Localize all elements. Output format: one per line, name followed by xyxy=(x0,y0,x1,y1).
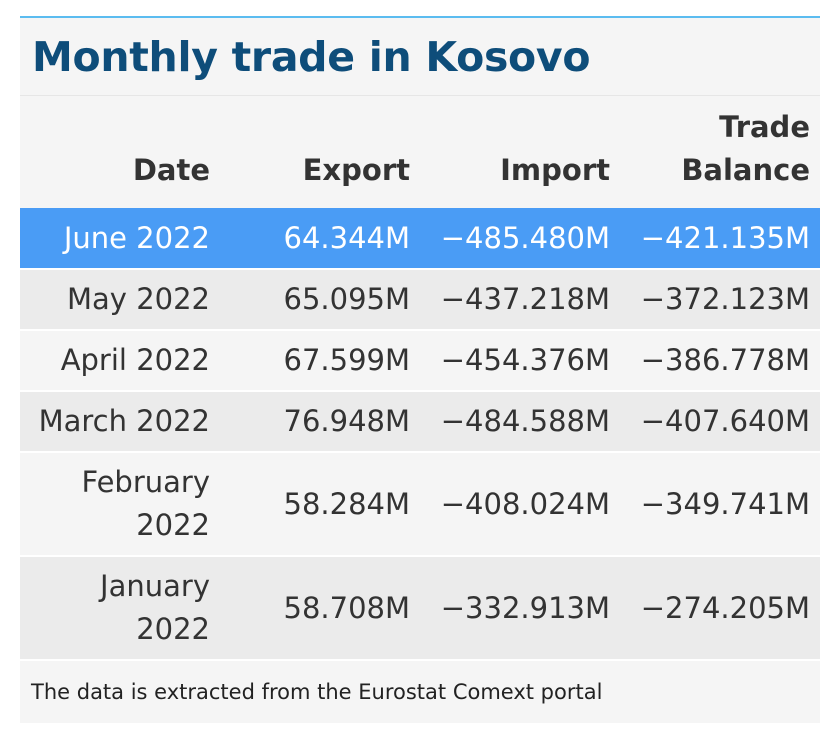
trade-balance-header-line2: Balance xyxy=(681,153,810,187)
trade-table: Date Export Import Trade Balance June 202… xyxy=(20,96,820,661)
cell-trade-balance: −386.778M xyxy=(620,330,820,392)
source-note: The data is extracted from the Eurostat … xyxy=(20,661,820,723)
cell-import: −408.024M xyxy=(420,452,620,557)
trade-balance-header-line1: Trade xyxy=(719,110,810,144)
cell-export: 64.344M xyxy=(220,208,420,270)
cell-trade-balance: −407.640M xyxy=(620,391,820,453)
cell-date: January 2022 xyxy=(20,556,220,661)
table-row[interactable]: June 2022 64.344M −485.480M −421.135M xyxy=(20,208,820,270)
cell-import: −454.376M xyxy=(420,330,620,392)
cell-trade-balance: −274.205M xyxy=(620,556,820,661)
cell-date: May 2022 xyxy=(20,269,220,331)
table-row[interactable]: April 2022 67.599M −454.376M −386.778M xyxy=(20,330,820,392)
cell-export: 65.095M xyxy=(220,269,420,331)
trade-table-card: Monthly trade in Kosovo Date Export Impo… xyxy=(20,16,820,723)
cell-export: 58.284M xyxy=(220,452,420,557)
cell-date: June 2022 xyxy=(20,208,220,270)
cell-trade-balance: −349.741M xyxy=(620,452,820,557)
table-row[interactable]: January 2022 58.708M −332.913M −274.205M xyxy=(20,556,820,661)
column-header-date[interactable]: Date xyxy=(20,96,220,208)
table-row[interactable]: February 2022 58.284M −408.024M −349.741M xyxy=(20,452,820,557)
cell-date: February 2022 xyxy=(20,452,220,557)
column-header-import[interactable]: Import xyxy=(420,96,620,208)
cell-export: 76.948M xyxy=(220,391,420,453)
column-header-trade-balance[interactable]: Trade Balance xyxy=(620,96,820,208)
table-row[interactable]: May 2022 65.095M −437.218M −372.123M xyxy=(20,269,820,331)
cell-trade-balance: −372.123M xyxy=(620,269,820,331)
cell-import: −485.480M xyxy=(420,208,620,270)
cell-date: April 2022 xyxy=(20,330,220,392)
table-row[interactable]: March 2022 76.948M −484.588M −407.640M xyxy=(20,391,820,453)
cell-export: 67.599M xyxy=(220,330,420,392)
header-row: Date Export Import Trade Balance xyxy=(20,96,820,208)
cell-date: March 2022 xyxy=(20,391,220,453)
column-header-export[interactable]: Export xyxy=(220,96,420,208)
cell-import: −437.218M xyxy=(420,269,620,331)
cell-export: 58.708M xyxy=(220,556,420,661)
cell-import: −332.913M xyxy=(420,556,620,661)
cell-trade-balance: −421.135M xyxy=(620,208,820,270)
cell-import: −484.588M xyxy=(420,391,620,453)
table-title: Monthly trade in Kosovo xyxy=(20,18,820,96)
